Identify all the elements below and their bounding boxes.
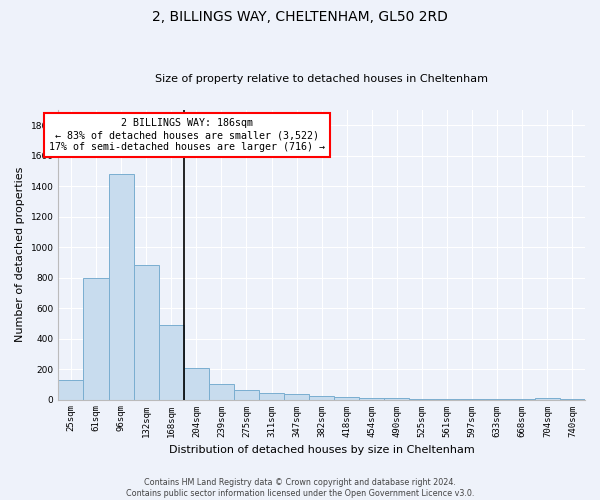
Bar	[134, 266, 159, 400]
Bar	[259, 394, 284, 400]
Title: Size of property relative to detached houses in Cheltenham: Size of property relative to detached ho…	[155, 74, 488, 84]
Bar	[385, 398, 409, 400]
Bar	[234, 390, 259, 400]
Bar	[284, 394, 309, 400]
Bar	[359, 398, 385, 400]
Bar	[184, 368, 209, 400]
Bar	[535, 398, 560, 400]
Bar	[159, 325, 184, 400]
Bar	[58, 380, 83, 400]
Bar	[309, 396, 334, 400]
Bar	[434, 399, 460, 400]
Bar	[109, 174, 134, 400]
Text: 2 BILLINGS WAY: 186sqm
← 83% of detached houses are smaller (3,522)
17% of semi-: 2 BILLINGS WAY: 186sqm ← 83% of detached…	[49, 118, 325, 152]
Bar	[83, 278, 109, 400]
Bar	[334, 396, 359, 400]
Bar	[209, 384, 234, 400]
Y-axis label: Number of detached properties: Number of detached properties	[15, 167, 25, 342]
Bar	[460, 399, 485, 400]
Text: Contains HM Land Registry data © Crown copyright and database right 2024.
Contai: Contains HM Land Registry data © Crown c…	[126, 478, 474, 498]
Bar	[409, 398, 434, 400]
X-axis label: Distribution of detached houses by size in Cheltenham: Distribution of detached houses by size …	[169, 445, 475, 455]
Text: 2, BILLINGS WAY, CHELTENHAM, GL50 2RD: 2, BILLINGS WAY, CHELTENHAM, GL50 2RD	[152, 10, 448, 24]
